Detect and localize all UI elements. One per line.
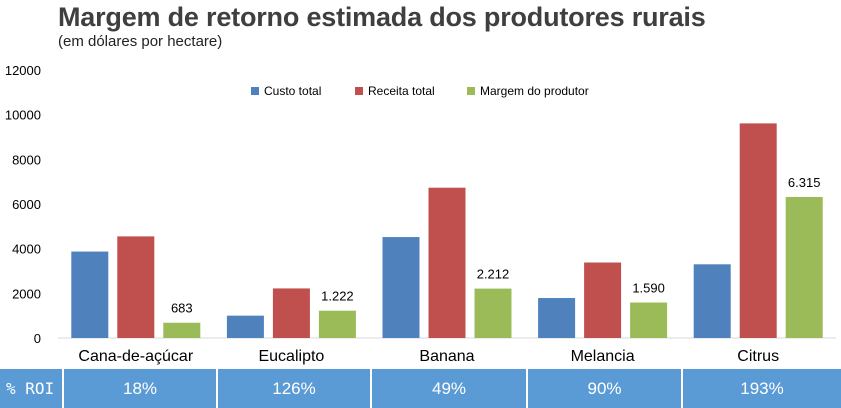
y-tick-label: 12000 <box>5 63 41 78</box>
roi-value: 49% <box>370 369 526 408</box>
bar <box>226 315 264 338</box>
roi-label: % ROI <box>0 369 62 408</box>
data-label: 683 <box>171 301 193 316</box>
y-tick-label: 4000 <box>12 242 41 257</box>
x-tick-label: Cana-de-açúcar <box>78 348 193 365</box>
data-label: 2.212 <box>477 267 510 282</box>
y-tick-label: 8000 <box>12 152 41 167</box>
roi-value: 193% <box>681 369 841 408</box>
y-tick-label: 2000 <box>12 286 41 301</box>
bar <box>785 196 823 338</box>
bar <box>630 302 668 338</box>
bar <box>538 298 576 338</box>
chart-title: Margem de retorno estimada dos produtore… <box>58 2 706 32</box>
bar <box>693 264 731 338</box>
x-tick-label: Citrus <box>737 348 779 365</box>
x-tick-label: Banana <box>419 348 474 365</box>
bar <box>474 288 512 338</box>
y-tick-label: 6000 <box>12 197 41 212</box>
bar <box>739 123 777 338</box>
x-tick-label: Eucalipto <box>258 348 324 365</box>
roi-value: 90% <box>526 369 681 408</box>
bar <box>163 322 201 338</box>
legend-label: Receita total <box>368 84 435 98</box>
data-label: 1.590 <box>632 280 665 295</box>
bar <box>71 251 109 338</box>
bar-chart: 0 2000 4000 6000 8000 10000 12000 683 Cana-de-aç… <box>5 63 836 365</box>
bar <box>428 187 466 338</box>
bar <box>382 237 420 338</box>
roi-value: 126% <box>216 369 370 408</box>
y-tick-label: 0 <box>34 331 41 346</box>
legend-swatch <box>251 87 259 95</box>
legend-label: Margem do produtor <box>480 84 589 98</box>
bar <box>117 236 155 338</box>
y-tick-label: 10000 <box>5 108 41 123</box>
roi-value: 18% <box>62 369 216 408</box>
chart-subtitle: (em dólares por hectare) <box>58 33 223 50</box>
bar <box>584 262 622 338</box>
data-label: 6.315 <box>788 175 821 190</box>
bar <box>272 288 310 338</box>
bar <box>318 310 356 338</box>
roi-row: % ROI 18% 126% 49% 90% 193% <box>0 369 841 408</box>
x-tick-label: Melancia <box>571 348 635 365</box>
data-label: 1.222 <box>321 289 354 304</box>
legend-swatch <box>355 87 363 95</box>
legend-swatch <box>467 87 475 95</box>
legend-label: Custo total <box>264 84 321 98</box>
